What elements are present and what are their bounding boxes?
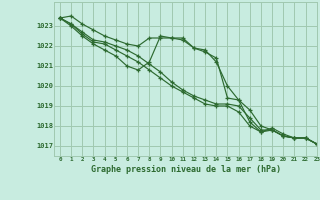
X-axis label: Graphe pression niveau de la mer (hPa): Graphe pression niveau de la mer (hPa) <box>91 165 281 174</box>
